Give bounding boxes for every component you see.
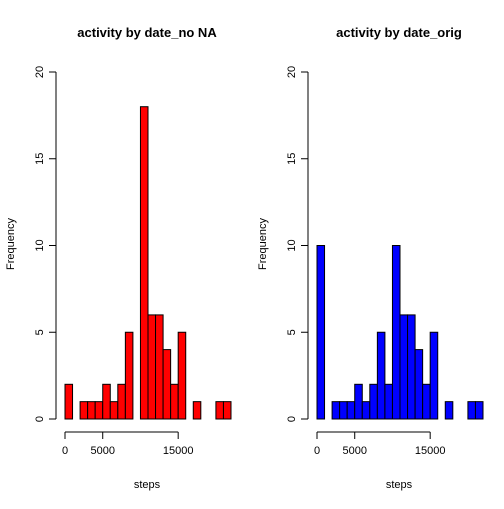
y-tick-label: 5 xyxy=(286,329,298,335)
chart-title: activity by date_no NA xyxy=(77,25,217,40)
x-axis-label: steps xyxy=(386,479,413,491)
y-axis-label: Frequency xyxy=(5,218,17,270)
histogram-bar xyxy=(94,401,104,420)
histogram-bar xyxy=(87,401,96,420)
histogram-bar xyxy=(215,401,224,420)
histogram-bar xyxy=(384,383,393,420)
y-tick-label: 0 xyxy=(286,416,298,422)
x-tick-label: 0 xyxy=(62,445,68,457)
x-tick-label: 5000 xyxy=(342,445,366,457)
y-tick-label: 15 xyxy=(34,153,46,165)
histogram-bar xyxy=(339,401,348,420)
y-tick-label: 15 xyxy=(286,153,298,165)
histogram-bar xyxy=(399,314,409,420)
histogram-bar xyxy=(414,349,424,420)
x-tick-label: 5000 xyxy=(90,445,114,457)
y-axis-label: Frequency xyxy=(257,218,269,270)
histogram-bar xyxy=(162,349,172,420)
chart-title: activity by date_orig xyxy=(336,25,462,40)
histogram-bar xyxy=(192,401,202,420)
histogram-bar xyxy=(407,314,416,420)
histogram-bar xyxy=(391,245,401,420)
y-tick-label: 20 xyxy=(34,66,46,78)
histogram-bar xyxy=(376,331,386,420)
histogram-bar xyxy=(155,314,164,420)
histogram-bar xyxy=(177,331,187,420)
x-axis-label: steps xyxy=(134,479,161,491)
x-tick-label: 15000 xyxy=(415,445,446,457)
histogram-bar xyxy=(354,383,363,420)
histogram-bar xyxy=(117,383,126,420)
histogram-bar xyxy=(444,401,454,420)
y-tick-label: 20 xyxy=(286,66,298,78)
histogram-bar xyxy=(316,245,326,420)
histogram-bar xyxy=(361,401,371,420)
x-tick-label: 15000 xyxy=(163,445,194,457)
y-tick-label: 10 xyxy=(286,239,298,251)
histogram-bar xyxy=(102,383,111,420)
histogram-bar xyxy=(222,401,232,420)
y-tick-label: 10 xyxy=(34,239,46,251)
histogram-bar xyxy=(124,331,134,420)
histogram-bar xyxy=(79,401,89,420)
histogram-bar xyxy=(64,383,74,420)
histogram-panel-orig: activity by date_orig steps Frequency 0 5… xyxy=(257,25,484,491)
histogram-bar xyxy=(422,383,431,420)
histogram-bar xyxy=(139,106,149,420)
histogram-bar xyxy=(346,401,356,420)
x-tick-label: 0 xyxy=(314,445,320,457)
histogram-bar xyxy=(147,314,157,420)
y-tick-label: 5 xyxy=(34,329,46,335)
histogram-bar xyxy=(369,383,378,420)
histogram-bar xyxy=(170,383,179,420)
histogram-panel-no-na: activity by date_no NA steps Frequency 0… xyxy=(5,25,232,491)
histogram-bar xyxy=(467,401,476,420)
histogram-bar xyxy=(109,401,119,420)
histogram-bar xyxy=(331,401,341,420)
y-tick-label: 0 xyxy=(34,416,46,422)
histogram-bar xyxy=(474,401,484,420)
histogram-bar xyxy=(429,331,439,420)
